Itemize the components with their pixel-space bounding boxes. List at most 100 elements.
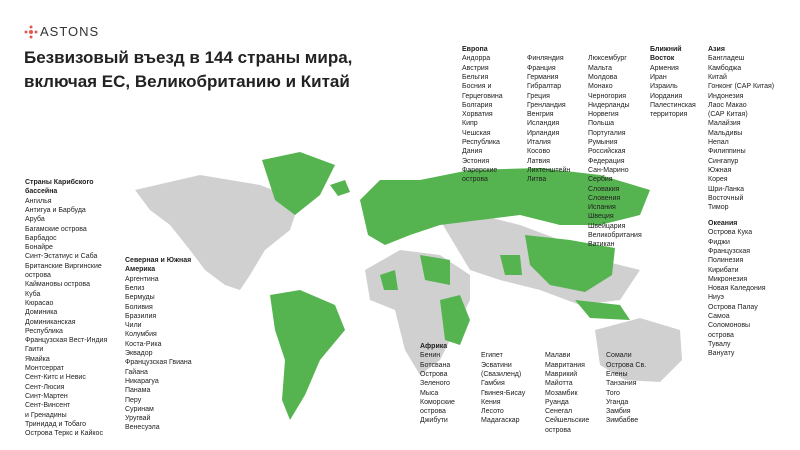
country: Уганда (606, 398, 629, 406)
country: Иордания (650, 92, 683, 100)
country: Иран (650, 73, 667, 81)
country: Сейшельские (545, 417, 590, 425)
country: Бонайре (25, 244, 53, 252)
country: Гонконг (САР Китая) (708, 83, 775, 91)
country: Доминиканская (25, 318, 76, 326)
country: Уругвай (125, 415, 151, 423)
logo-icon (24, 25, 38, 39)
country: Мадагаскар (481, 417, 520, 425)
country: острова (25, 272, 51, 279)
country: Лаос Макао (708, 101, 747, 109)
country: Антигуа и Барбуда (25, 206, 86, 214)
country: Соломоновы (708, 322, 751, 330)
country: Германия (527, 73, 559, 81)
country: Исландия (527, 120, 560, 128)
country: Чешская (462, 129, 491, 137)
country: Вануату (708, 350, 735, 358)
country: Британские Виргинские (25, 262, 102, 270)
country: Босния и (462, 83, 492, 91)
country: Испания (588, 204, 616, 212)
country: Сент-Винсент (25, 402, 71, 410)
country: Черногория (588, 92, 627, 100)
country: Боливия (125, 303, 153, 311)
country: Сент-Люсия (25, 383, 65, 391)
country: Гвинея-Бисау (481, 389, 526, 397)
country: Гаити (25, 346, 44, 354)
country: Греция (527, 92, 550, 100)
country: Сенегал (545, 408, 573, 416)
country: Острова Св. (606, 361, 647, 369)
country: Французская Гвиана (125, 359, 192, 367)
title-line: Безвизовый въезд в 144 страны мира, (24, 48, 353, 67)
country: Сомали (606, 352, 632, 360)
country: Эквадор (125, 350, 153, 357)
country: Венгрия (527, 111, 554, 119)
country: Маврикий (545, 370, 578, 378)
country: Кюрасао (25, 299, 54, 307)
country: Фиджи (708, 238, 730, 246)
region-heading: Азия (708, 46, 725, 53)
country: Польша (588, 120, 615, 128)
country: Андорра (462, 55, 491, 63)
country: Республика (25, 327, 63, 335)
country: Руанда (545, 398, 569, 406)
country: Ямайка (25, 355, 50, 363)
country: Монако (588, 83, 613, 91)
country: Острова Кука (708, 229, 753, 237)
country: Гренландия (527, 101, 566, 109)
country: Елены (606, 370, 628, 378)
country: Ангилья (25, 197, 52, 205)
country: Нидерланды (588, 101, 630, 109)
country: острова (545, 426, 571, 434)
country: Франция (527, 64, 556, 72)
country: Панама (125, 387, 151, 395)
country: Мавритания (545, 361, 585, 369)
country: Сингапур (708, 157, 739, 165)
country: Малави (545, 352, 571, 360)
country: Болгария (462, 101, 493, 109)
country: Эсватини (481, 361, 512, 369)
region-heading: Европа (462, 46, 488, 53)
country: Гамбия (481, 380, 505, 388)
country: Суринам (125, 405, 154, 413)
country: Австрия (462, 64, 489, 72)
country: Непал (708, 139, 729, 146)
country: Тувалу (708, 340, 731, 348)
country: (САР Китая) (708, 111, 748, 119)
country: Багамские острова (25, 225, 87, 233)
country: Перу (125, 396, 142, 404)
country: острова (420, 408, 446, 416)
country: Ватикан (588, 241, 615, 249)
country: Мыса (420, 389, 439, 397)
country: Ботсвана (420, 361, 451, 369)
country: Армения (650, 64, 679, 72)
country: территория (650, 111, 688, 119)
country: Чили (125, 322, 142, 330)
country: Гайана (125, 368, 148, 376)
country: Латвия (527, 157, 550, 165)
country: Новая Каледония (708, 285, 766, 293)
country: Самоа (708, 313, 730, 320)
country: Южная (708, 166, 732, 174)
country: (Свазиленд) (481, 370, 522, 378)
country: Бермуды (125, 294, 155, 302)
country: Аруба (25, 216, 45, 224)
country: Тимор (708, 204, 729, 212)
region-heading: Океания (708, 220, 738, 227)
country: Зимбабве (606, 417, 639, 425)
country: Российская (588, 148, 626, 156)
country: Словакия (588, 185, 620, 193)
country: Федерация (588, 157, 625, 165)
country: Коморские (420, 398, 455, 406)
country: Кения (481, 398, 501, 406)
country: Коста-Рика (125, 340, 162, 348)
country: Каймановы острова (25, 281, 90, 289)
country: Косово (527, 148, 550, 156)
country: Аргентина (125, 275, 159, 283)
region-heading: Ближний (650, 46, 682, 53)
country: Венесуэла (125, 424, 160, 432)
country: Танзания (606, 380, 637, 388)
country: Египет (481, 352, 503, 360)
country: Майотта (545, 380, 573, 388)
